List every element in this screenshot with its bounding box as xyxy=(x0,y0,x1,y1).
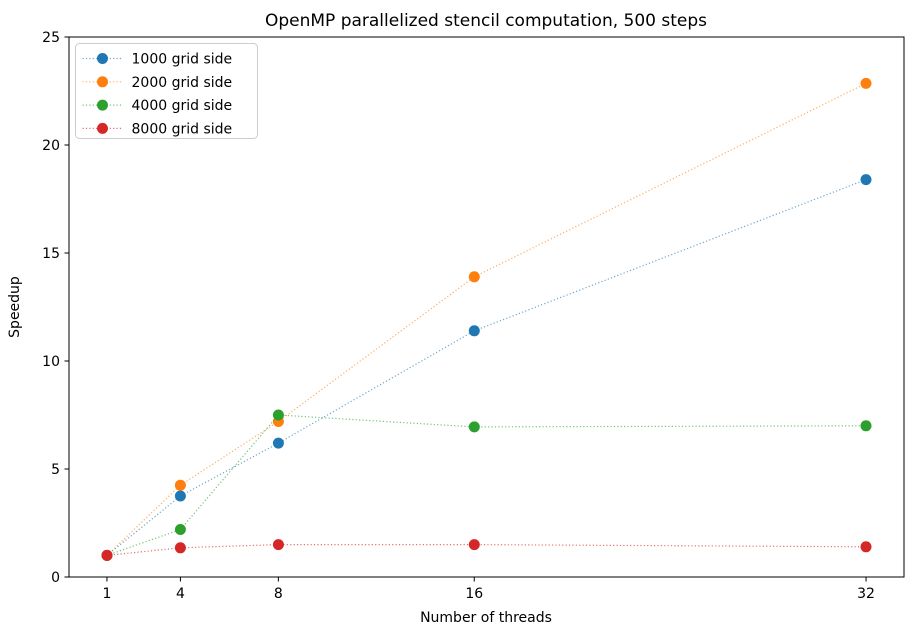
y-axis-label: Speedup xyxy=(7,276,23,338)
legend-box xyxy=(75,43,258,139)
legend-entry-label: 2000 grid side xyxy=(132,75,233,91)
legend-entry-label: 4000 grid side xyxy=(132,98,233,114)
data-point xyxy=(468,325,480,337)
legend-marker-dot xyxy=(97,76,108,88)
x-axis-tick-label: 32 xyxy=(857,586,875,602)
legend-marker-dot xyxy=(97,53,108,64)
series-line xyxy=(106,82,867,556)
x-axis-tick-label: 4 xyxy=(176,586,185,602)
y-axis-tick-label: 25 xyxy=(42,30,60,46)
data-point xyxy=(174,542,186,554)
y-axis-tick-label: 20 xyxy=(42,138,60,154)
x-axis-tick-label: 16 xyxy=(465,586,483,602)
data-point xyxy=(860,541,872,553)
data-point xyxy=(174,479,186,491)
legend-marker-dot xyxy=(97,122,108,134)
y-axis-tick-label: 10 xyxy=(42,354,60,370)
data-series-group xyxy=(101,77,872,561)
series-line xyxy=(106,179,867,556)
legend-entry-label: 8000 grid side xyxy=(132,121,233,137)
y-axis-tick-label: 0 xyxy=(51,570,60,586)
legend: 1000 grid side 2000 grid side 4000 grid si… xyxy=(75,43,258,139)
data-point xyxy=(468,539,480,551)
x-axis-tick-label: 8 xyxy=(274,586,283,602)
y-axis: 0 5 10 15 20 25 xyxy=(42,30,69,586)
data-point xyxy=(174,490,186,502)
series-line xyxy=(106,414,867,556)
y-axis-tick-label: 15 xyxy=(42,246,60,262)
data-point xyxy=(860,174,872,186)
data-point xyxy=(272,539,284,551)
x-axis-tick-label: 1 xyxy=(102,586,111,602)
data-point xyxy=(101,549,113,561)
data-point xyxy=(860,77,872,89)
data-point xyxy=(174,524,186,535)
data-point xyxy=(468,271,480,283)
data-point xyxy=(272,409,284,421)
x-axis-label: Number of threads xyxy=(420,610,552,626)
y-axis-tick-label: 5 xyxy=(51,462,60,478)
data-point xyxy=(272,437,284,449)
plot-area-frame xyxy=(68,36,905,578)
chart-title: OpenMP parallelized stencil computation,… xyxy=(265,11,707,31)
series-line xyxy=(106,544,867,556)
data-point xyxy=(468,421,480,433)
legend-marker-dot xyxy=(97,99,108,111)
legend-entry-label: 1000 grid side xyxy=(132,52,233,68)
data-point xyxy=(860,420,872,432)
x-axis: 1 4 8 16 32 xyxy=(102,577,875,602)
